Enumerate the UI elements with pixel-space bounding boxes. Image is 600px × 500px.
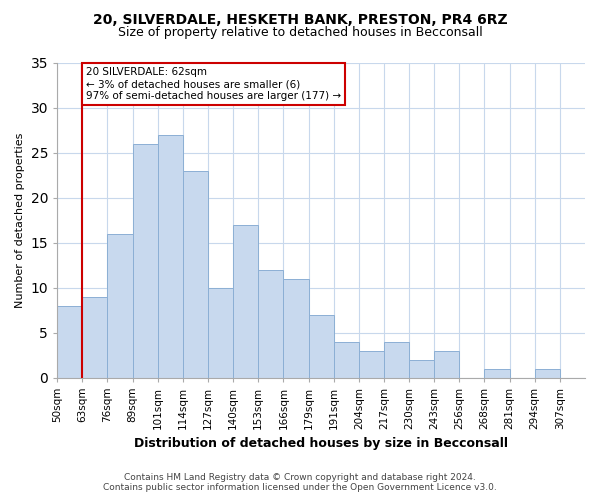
Bar [107,234,133,378]
Text: 20 SILVERDALE: 62sqm
← 3% of detached houses are smaller (6)
97% of semi-detache: 20 SILVERDALE: 62sqm ← 3% of detached ho… [86,68,341,100]
Bar [334,342,359,378]
Bar [434,350,460,378]
Bar [133,144,158,378]
X-axis label: Distribution of detached houses by size in Becconsall: Distribution of detached houses by size … [134,437,508,450]
Bar [359,350,384,378]
Bar [484,368,509,378]
Bar [535,368,560,378]
Bar [183,171,208,378]
Bar [409,360,434,378]
Bar [308,314,334,378]
Bar [57,306,82,378]
Bar [208,288,233,378]
Bar [158,135,183,378]
Bar [233,225,258,378]
Bar [82,296,107,378]
Bar [258,270,283,378]
Bar [283,278,308,378]
Text: Size of property relative to detached houses in Becconsall: Size of property relative to detached ho… [118,26,482,39]
Text: Contains HM Land Registry data © Crown copyright and database right 2024.
Contai: Contains HM Land Registry data © Crown c… [103,473,497,492]
Bar [384,342,409,378]
Y-axis label: Number of detached properties: Number of detached properties [15,132,25,308]
Text: 20, SILVERDALE, HESKETH BANK, PRESTON, PR4 6RZ: 20, SILVERDALE, HESKETH BANK, PRESTON, P… [92,12,508,26]
